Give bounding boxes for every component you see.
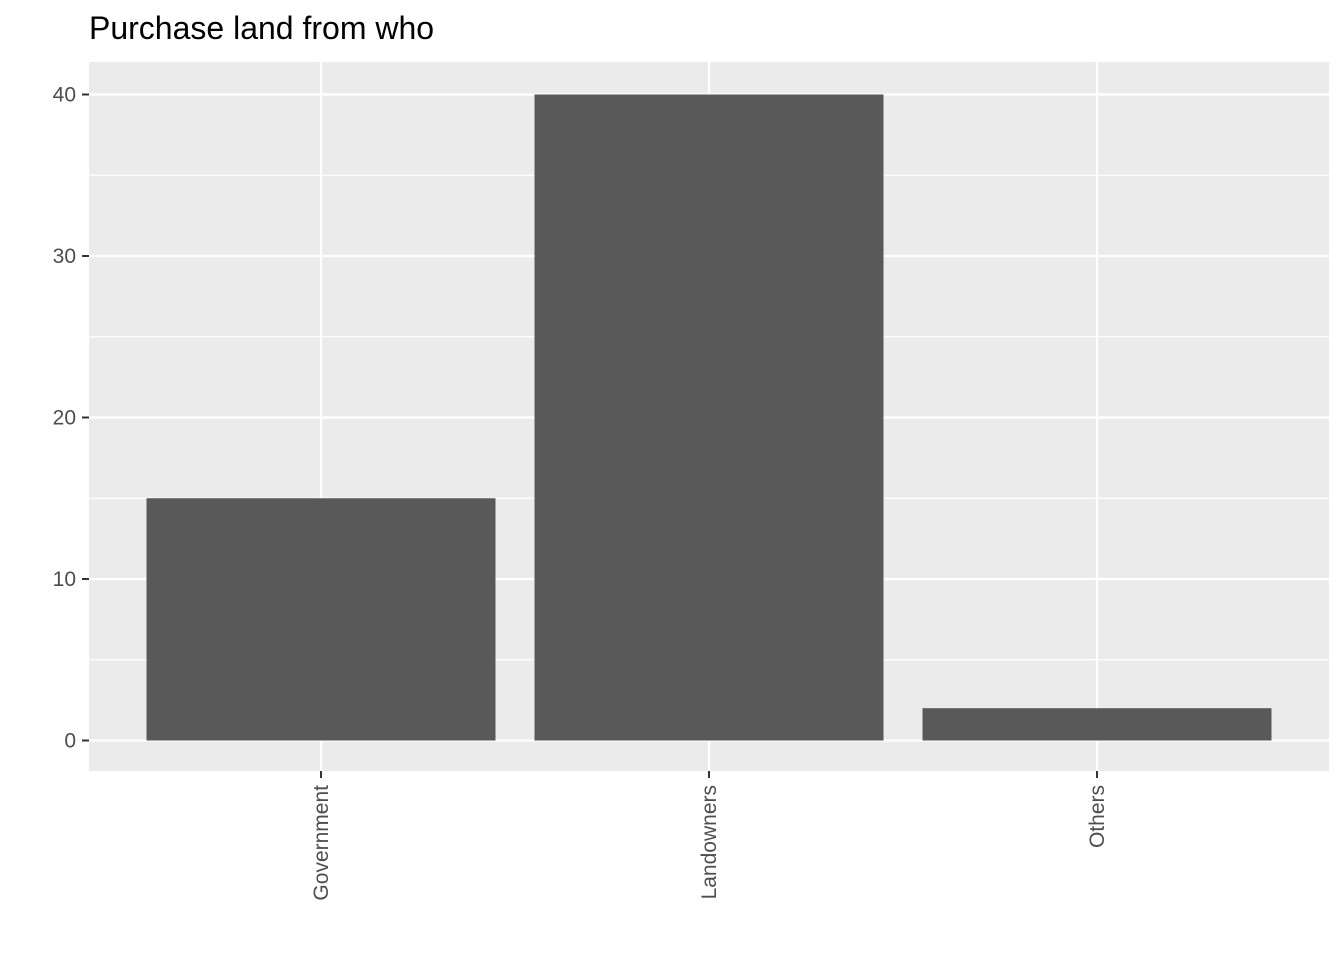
y-tick-label: 20 [53,407,76,430]
x-axis: Government Landowners Others [310,771,1109,901]
bar-others [922,708,1272,741]
x-tick-label: Government [310,785,333,901]
chart-title: Purchase land from who [89,10,435,46]
x-tick-label: Landowners [698,785,721,899]
bars [146,94,1272,741]
y-axis: 0 10 20 30 40 [53,84,89,753]
bar-landowners [534,94,884,741]
y-tick-label: 30 [53,245,76,268]
x-tick-label: Others [1086,785,1109,848]
y-tick-label: 40 [53,84,76,107]
y-tick-label: 10 [53,568,76,591]
y-tick-label: 0 [64,730,76,753]
bar-government [146,498,496,741]
